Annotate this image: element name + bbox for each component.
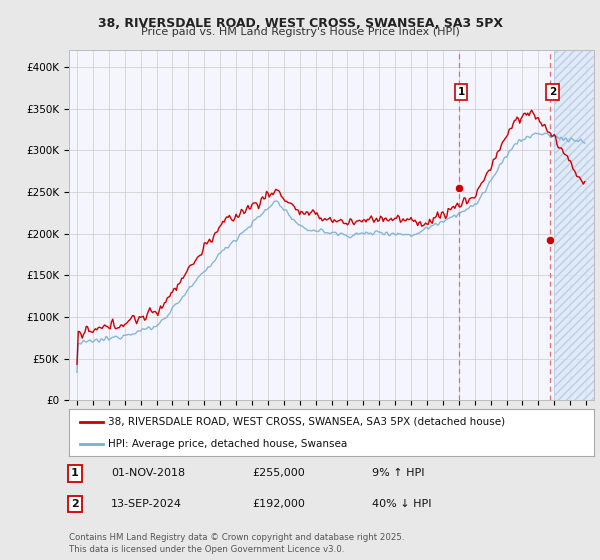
Text: 40% ↓ HPI: 40% ↓ HPI: [372, 499, 431, 509]
Text: £255,000: £255,000: [252, 468, 305, 478]
Text: Price paid vs. HM Land Registry's House Price Index (HPI): Price paid vs. HM Land Registry's House …: [140, 27, 460, 37]
Text: 38, RIVERSDALE ROAD, WEST CROSS, SWANSEA, SA3 5PX (detached house): 38, RIVERSDALE ROAD, WEST CROSS, SWANSEA…: [109, 417, 505, 427]
Bar: [554, 50, 594, 400]
Text: 1: 1: [458, 87, 465, 97]
Text: 38, RIVERSDALE ROAD, WEST CROSS, SWANSEA, SA3 5PX: 38, RIVERSDALE ROAD, WEST CROSS, SWANSEA…: [97, 17, 503, 30]
Text: 1: 1: [71, 468, 79, 478]
Text: 01-NOV-2018: 01-NOV-2018: [111, 468, 185, 478]
Text: 13-SEP-2024: 13-SEP-2024: [111, 499, 182, 509]
Text: HPI: Average price, detached house, Swansea: HPI: Average price, detached house, Swan…: [109, 438, 347, 449]
Text: Contains HM Land Registry data © Crown copyright and database right 2025.
This d: Contains HM Land Registry data © Crown c…: [69, 533, 404, 554]
Text: £192,000: £192,000: [252, 499, 305, 509]
Text: 2: 2: [71, 499, 79, 509]
Text: 9% ↑ HPI: 9% ↑ HPI: [372, 468, 425, 478]
Text: 2: 2: [549, 87, 556, 97]
